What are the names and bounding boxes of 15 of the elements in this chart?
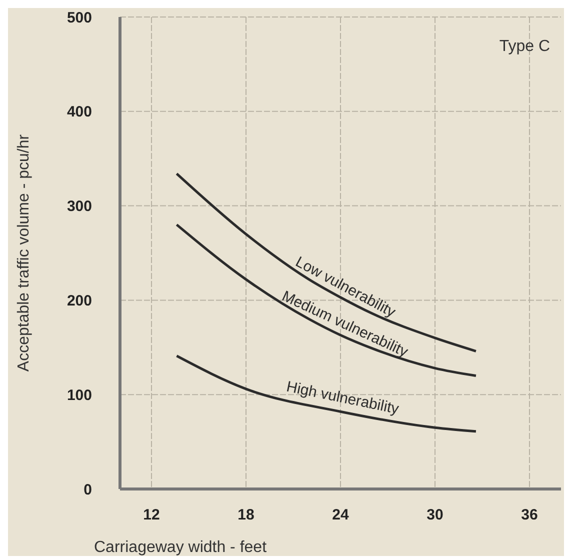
x-axis-title: Carriageway width - feet	[94, 539, 268, 556]
y-tick-label: 200	[66, 292, 92, 310]
y-axis-title: Acceptable traffic volume - pcu/hr	[16, 134, 33, 372]
annotation: Type C	[499, 38, 550, 56]
x-tick-label: 30	[426, 506, 444, 524]
y-tick-label: 400	[66, 104, 92, 121]
x-tick-label: 12	[143, 506, 160, 524]
y-tick-label: 500	[66, 9, 92, 26]
x-tick-label: 36	[521, 506, 538, 524]
line-series	[175, 223, 478, 377]
x-tick-label: 18	[238, 506, 254, 524]
y-tick-label: 0	[84, 481, 92, 498]
x-tick-label: 24	[332, 506, 350, 524]
y-tick-label: 300	[66, 198, 92, 216]
y-tick-label: 100	[66, 386, 92, 404]
